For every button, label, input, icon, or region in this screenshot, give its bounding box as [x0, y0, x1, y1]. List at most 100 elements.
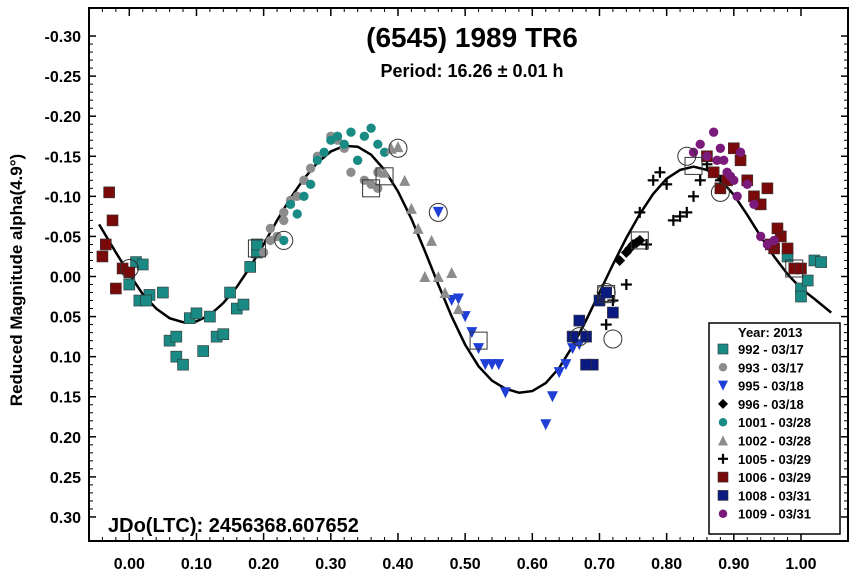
data-point [237, 298, 250, 311]
data-point [359, 131, 370, 141]
data-point [674, 210, 686, 222]
legend-marker [718, 363, 728, 372]
legend-label: 996 - 03/18 [738, 397, 804, 412]
x-tick-label: 1.00 [785, 556, 816, 573]
data-point [560, 359, 572, 371]
data-point [419, 271, 431, 283]
data-point [688, 190, 700, 202]
data-point [620, 279, 632, 291]
data-point [190, 307, 203, 320]
highlight-circle [388, 138, 408, 158]
legend-marker [718, 380, 728, 391]
data-point [580, 330, 592, 343]
data-point [99, 238, 112, 251]
data-point [600, 319, 612, 331]
legend-marker [717, 490, 729, 501]
data-point [732, 191, 742, 202]
data-point [170, 350, 183, 363]
x-tick-label: 0.90 [718, 556, 749, 573]
data-point [412, 222, 424, 234]
y-tick-label: 0.25 [50, 470, 81, 487]
data-point [634, 206, 646, 218]
highlight-circle [677, 146, 697, 166]
data-point [373, 139, 383, 149]
data-point [540, 419, 552, 431]
legend-marker [718, 417, 728, 427]
data-point [373, 183, 383, 194]
y-axis-label: Reduced Magnitude alpha(4.9°) [7, 154, 26, 406]
data-point [694, 174, 706, 186]
data-point [567, 343, 579, 355]
highlight-circle [569, 327, 589, 347]
data-point [553, 367, 565, 379]
data-point [405, 202, 417, 214]
data-point [715, 143, 726, 153]
data-point [688, 147, 699, 157]
data-point [326, 135, 336, 145]
legend-label: 1005 - 03/29 [738, 452, 811, 467]
data-point [312, 155, 323, 165]
data-point [379, 147, 390, 157]
data-point [157, 286, 169, 299]
jdo-annotation: JDo(LTC): 2456368.607652 [108, 515, 359, 537]
y-tick-label: -0.30 [45, 29, 82, 46]
fit-curve [98, 144, 832, 394]
data-point [795, 290, 807, 303]
data-point [761, 182, 774, 195]
data-point [661, 178, 673, 190]
data-point [493, 359, 505, 371]
data-point [452, 303, 464, 315]
highlight-circle [603, 329, 623, 349]
data-point [123, 266, 136, 279]
data-point [681, 206, 693, 218]
data-point [742, 179, 752, 190]
legend-label: 992 - 03/17 [738, 342, 804, 357]
data-point [352, 155, 363, 165]
data-point [749, 199, 759, 210]
data-point [339, 139, 349, 149]
legend-items: 992 - 03/17 993 - 03/17 995 - 03/18 996 - 0… [717, 342, 811, 522]
data-point [123, 278, 136, 291]
data-point [654, 166, 666, 178]
legend-label: 1006 - 03/29 [738, 470, 811, 485]
highlight-square [684, 156, 703, 175]
chart-subtitle: Period: 16.26 ± 0.01 h [381, 61, 564, 81]
x-tick-label: 0.40 [382, 556, 413, 573]
highlight-circle [596, 283, 616, 303]
data-point [299, 175, 309, 185]
legend-box [708, 322, 841, 535]
data-point [110, 282, 122, 295]
data-point [714, 182, 727, 195]
series-1009 [688, 127, 779, 250]
data-point [285, 199, 296, 210]
y-axis: -0.30 -0.25 -0.20 -0.15 -0.10 -0.05 0.00 0.05 0.… [45, 29, 848, 527]
highlight-square [785, 259, 804, 278]
legend-marker [718, 453, 728, 464]
data-point [197, 345, 209, 357]
data-point [432, 271, 444, 283]
data-point [647, 174, 659, 186]
data-point [366, 179, 376, 190]
data-point [614, 254, 626, 266]
data-point [346, 167, 356, 177]
data-point [762, 239, 773, 250]
y-tick-label: 0.10 [50, 350, 81, 367]
circled-points [119, 138, 804, 350]
legend-marker [718, 509, 728, 518]
highlight-square [469, 331, 488, 350]
y-tick-label: 0.15 [50, 390, 81, 407]
data-point [593, 294, 606, 307]
legend: Year: 2013 992 - 03/17 993 - 03/17 995 - 0… [708, 322, 841, 535]
data-point [426, 234, 438, 246]
data-point [258, 247, 269, 258]
y-tick-label: -0.15 [45, 149, 82, 166]
data-point [305, 179, 316, 190]
legend-label: 1009 - 03/31 [738, 507, 811, 522]
data-point [136, 258, 149, 271]
y-tick-label: -0.05 [45, 229, 82, 246]
data-point [795, 262, 807, 275]
data-point [305, 163, 316, 173]
data-point [756, 231, 766, 242]
highlight-square [247, 239, 266, 258]
x-tick-label: 0.00 [114, 556, 145, 573]
